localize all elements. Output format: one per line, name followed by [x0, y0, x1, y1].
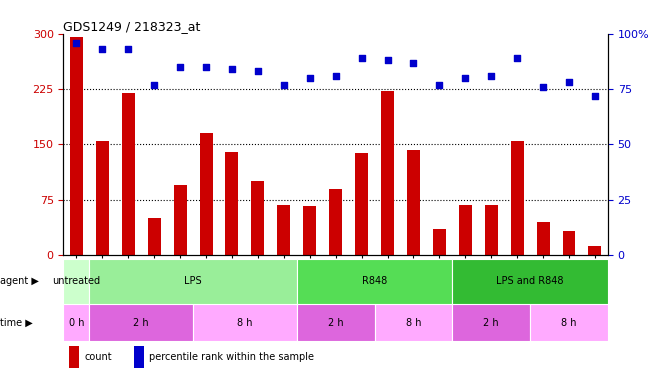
Point [305, 75, 315, 81]
Point [434, 82, 445, 88]
Text: 8 h: 8 h [405, 318, 422, 327]
Bar [297, 259, 452, 304]
Point [382, 57, 393, 63]
Point [486, 73, 496, 79]
Bar [122, 93, 135, 255]
Point [564, 80, 574, 86]
Point [512, 55, 522, 61]
Text: LPS and R848: LPS and R848 [496, 276, 564, 286]
Point [200, 64, 211, 70]
Text: percentile rank within the sample: percentile rank within the sample [150, 352, 315, 362]
Bar [148, 218, 161, 255]
Text: count: count [84, 352, 112, 362]
Point [590, 93, 601, 99]
Text: 8 h: 8 h [561, 318, 576, 327]
Bar [303, 206, 316, 255]
Text: R848: R848 [362, 276, 387, 286]
Bar [193, 304, 297, 341]
Bar [381, 91, 394, 255]
Bar [375, 304, 452, 341]
Bar [277, 205, 291, 255]
Bar [530, 304, 608, 341]
Bar [69, 346, 79, 368]
Point [460, 75, 471, 81]
Point [175, 64, 186, 70]
Bar [452, 259, 608, 304]
Bar [407, 150, 420, 255]
Point [538, 84, 548, 90]
Point [149, 82, 160, 88]
Bar [452, 304, 530, 341]
Bar [96, 141, 109, 255]
Point [71, 40, 81, 46]
Bar [485, 205, 498, 255]
Bar [510, 141, 524, 255]
Text: 0 h: 0 h [69, 318, 84, 327]
Bar [70, 38, 83, 255]
Bar [251, 181, 265, 255]
Bar [63, 259, 90, 304]
Text: GDS1249 / 218323_at: GDS1249 / 218323_at [63, 20, 201, 33]
Text: agent ▶: agent ▶ [0, 276, 39, 286]
Point [279, 82, 289, 88]
Bar [355, 153, 368, 255]
Bar [297, 304, 375, 341]
Bar [134, 346, 144, 368]
Bar [90, 304, 193, 341]
Bar [459, 205, 472, 255]
Text: LPS: LPS [184, 276, 202, 286]
Point [123, 46, 134, 52]
Bar [329, 189, 342, 255]
Point [226, 66, 237, 72]
Bar [200, 133, 212, 255]
Bar [226, 152, 238, 255]
Point [356, 55, 367, 61]
Bar [562, 231, 575, 255]
Text: 2 h: 2 h [328, 318, 343, 327]
Text: untreated: untreated [52, 276, 100, 286]
Bar [174, 185, 186, 255]
Text: time ▶: time ▶ [0, 318, 33, 327]
Bar [63, 304, 90, 341]
Point [330, 73, 341, 79]
Point [408, 60, 419, 66]
Text: 8 h: 8 h [237, 318, 253, 327]
Point [253, 68, 263, 74]
Bar [433, 229, 446, 255]
Bar [536, 222, 550, 255]
Text: 2 h: 2 h [134, 318, 149, 327]
Point [97, 46, 108, 52]
Bar [589, 246, 601, 255]
Bar [90, 259, 297, 304]
Text: 2 h: 2 h [484, 318, 499, 327]
